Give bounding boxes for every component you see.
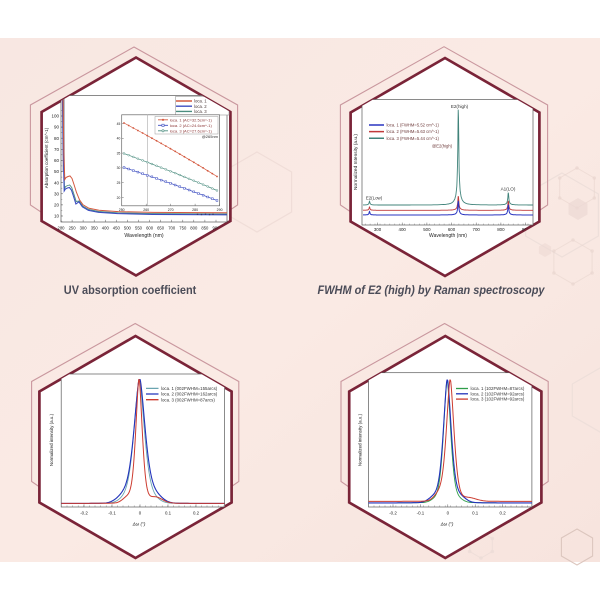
- svg-text:600: 600: [146, 226, 154, 231]
- svg-text:30: 30: [54, 191, 60, 196]
- svg-text:45: 45: [117, 122, 121, 126]
- svg-text:loca. 2 (002FWHM=162arcs): loca. 2 (002FWHM=162arcs): [161, 392, 218, 397]
- svg-text:loca. 3 (102FWHM=92arcs): loca. 3 (102FWHM=92arcs): [471, 397, 525, 402]
- svg-text:loca. 3 (AC=27.6cm^-1): loca. 3 (AC=27.6cm^-1): [170, 128, 213, 133]
- svg-text:Normalized intensity (a.u.): Normalized intensity (a.u.): [49, 413, 54, 466]
- svg-text:750: 750: [179, 226, 187, 231]
- svg-text:0.1: 0.1: [472, 511, 479, 516]
- svg-text:0: 0: [447, 511, 450, 516]
- svg-text:20: 20: [54, 203, 60, 208]
- svg-text:-0.1: -0.1: [417, 511, 425, 516]
- svg-text:280: 280: [192, 208, 198, 212]
- svg-text:-0.2: -0.2: [80, 511, 88, 516]
- svg-text:400: 400: [102, 226, 110, 231]
- svg-text:50: 50: [54, 169, 60, 174]
- svg-text:500: 500: [124, 226, 132, 231]
- svg-text:550: 550: [135, 226, 143, 231]
- svg-text:-0.2: -0.2: [389, 511, 397, 516]
- svg-text:0: 0: [139, 511, 142, 516]
- svg-text:270: 270: [168, 208, 174, 212]
- svg-text:60: 60: [54, 158, 60, 163]
- svg-text:Δω (°): Δω (°): [440, 522, 454, 527]
- svg-text:25: 25: [117, 181, 121, 185]
- svg-text:0.1: 0.1: [165, 511, 172, 516]
- svg-text:70: 70: [54, 147, 60, 152]
- svg-text:40: 40: [117, 137, 121, 141]
- svg-text:Δω (°): Δω (°): [132, 522, 146, 527]
- svg-text:@E2(high): @E2(high): [432, 144, 453, 149]
- svg-text:loca. 1 (AC=32.5cm^-1): loca. 1 (AC=32.5cm^-1): [170, 117, 213, 122]
- svg-text:300: 300: [80, 226, 88, 231]
- svg-text:400: 400: [399, 227, 407, 232]
- svg-text:Normalized intensity (a.u.): Normalized intensity (a.u.): [358, 413, 363, 466]
- svg-text:loca. 1: loca. 1: [194, 99, 207, 104]
- svg-text:E2(high): E2(high): [451, 104, 469, 109]
- svg-text:35: 35: [117, 151, 121, 155]
- svg-text:@265nm: @265nm: [202, 134, 219, 139]
- svg-text:loca. 1 (102FWHM=87arcs): loca. 1 (102FWHM=87arcs): [471, 386, 525, 391]
- svg-text:350: 350: [91, 226, 99, 231]
- svg-text:40: 40: [54, 180, 60, 185]
- svg-text:800: 800: [497, 227, 505, 232]
- svg-text:100: 100: [51, 114, 59, 119]
- svg-text:loca. 2 (102FWHM=92arcs): loca. 2 (102FWHM=92arcs): [471, 391, 525, 396]
- svg-text:0.2: 0.2: [193, 511, 200, 516]
- svg-text:290: 290: [217, 208, 223, 212]
- svg-text:250: 250: [69, 226, 77, 231]
- svg-text:0.2: 0.2: [500, 511, 507, 516]
- svg-text:30: 30: [117, 166, 121, 170]
- svg-text:E2(Low): E2(Low): [366, 195, 383, 200]
- svg-text:800: 800: [190, 226, 198, 231]
- svg-text:900: 900: [213, 226, 221, 231]
- svg-text:500: 500: [423, 227, 431, 232]
- svg-text:20: 20: [117, 196, 121, 200]
- svg-text:260: 260: [143, 208, 149, 212]
- svg-text:loca. 1 (002FWHM=155arcs): loca. 1 (002FWHM=155arcs): [161, 386, 218, 391]
- svg-text:Wavelength (nm): Wavelength (nm): [124, 233, 164, 239]
- svg-text:Normalized Intensity (a.u.): Normalized Intensity (a.u.): [353, 134, 359, 190]
- svg-text:10: 10: [54, 214, 60, 219]
- svg-text:600: 600: [448, 227, 456, 232]
- svg-text:Wavelength (nm): Wavelength (nm): [429, 233, 467, 239]
- svg-text:loca. 3 (FWHM=5.44 cm^-1): loca. 3 (FWHM=5.44 cm^-1): [387, 136, 440, 141]
- svg-text:250: 250: [119, 208, 125, 212]
- svg-text:-0.1: -0.1: [108, 511, 116, 516]
- svg-text:650: 650: [157, 226, 165, 231]
- svg-text:loca. 2 (FWHM=5.63 cm^-1): loca. 2 (FWHM=5.63 cm^-1): [387, 129, 440, 134]
- svg-text:UV absorption coefficient: UV absorption coefficient: [64, 283, 197, 297]
- svg-text:300: 300: [374, 227, 382, 232]
- svg-text:850: 850: [201, 226, 209, 231]
- svg-text:450: 450: [113, 226, 121, 231]
- svg-text:90: 90: [54, 125, 60, 130]
- svg-text:200: 200: [58, 226, 66, 231]
- svg-text:loca. 2 (AC=24.6cm^-1): loca. 2 (AC=24.6cm^-1): [170, 123, 213, 128]
- svg-text:700: 700: [168, 226, 176, 231]
- svg-text:loca. 3 (002FWHM=87arcs): loca. 3 (002FWHM=87arcs): [161, 397, 215, 402]
- svg-text:A1(LO): A1(LO): [501, 187, 516, 192]
- svg-text:loca. 1 (FWHM=5.52 cm^-1): loca. 1 (FWHM=5.52 cm^-1): [387, 123, 440, 128]
- svg-text:80: 80: [54, 136, 60, 141]
- svg-text:loca. 2: loca. 2: [194, 104, 207, 109]
- svg-text:700: 700: [473, 227, 481, 232]
- svg-text:Absorption coefficient (cm^-1): Absorption coefficient (cm^-1): [44, 127, 49, 188]
- svg-text:FWHM of E2 (high) by Raman spe: FWHM of E2 (high) by Raman spectroscopy: [318, 283, 546, 297]
- svg-text:loca. 3: loca. 3: [194, 109, 207, 114]
